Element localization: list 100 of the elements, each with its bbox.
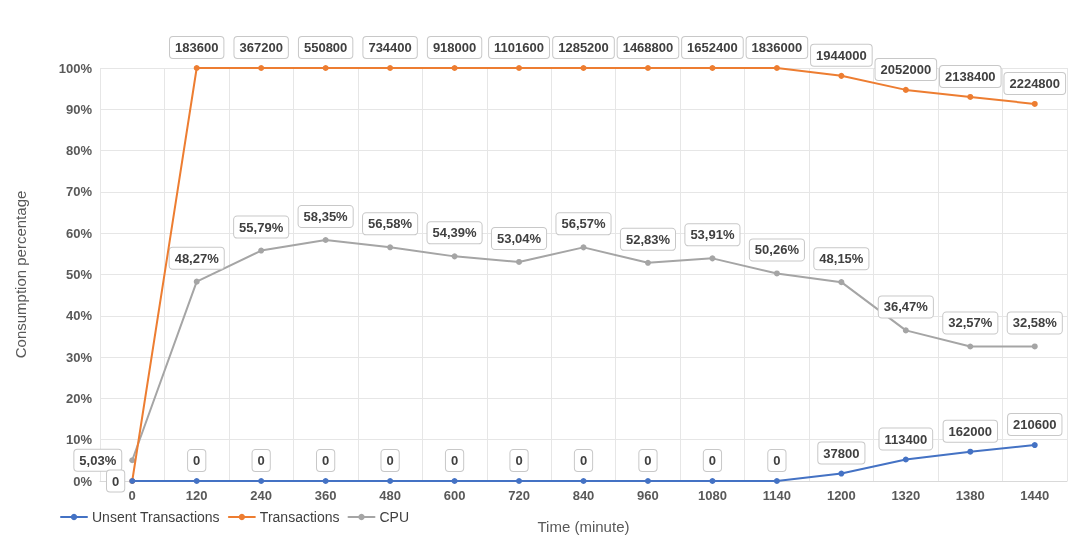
annotation: 2138400 (944, 68, 996, 84)
legend-label: Transactions (259, 509, 340, 525)
annotation: 183600 (175, 40, 219, 55)
point (644, 65, 651, 71)
annotation: 2052000 (880, 61, 932, 77)
point (773, 270, 780, 277)
point (580, 65, 587, 71)
point (322, 65, 329, 71)
annotation: 734400 (368, 40, 412, 55)
point (322, 237, 329, 244)
annotation: 1101600 (494, 40, 544, 55)
point (838, 470, 845, 477)
point (258, 247, 265, 254)
point (644, 478, 651, 484)
point (709, 65, 716, 71)
point (967, 448, 974, 455)
data-label: 52,83% (625, 231, 671, 247)
data-label: 48,15% (819, 251, 864, 267)
point (193, 478, 200, 484)
point (838, 279, 845, 286)
annotation: 550800 (303, 40, 348, 55)
x-tick-label: 960 (637, 488, 659, 503)
annotation: 0 (644, 453, 652, 468)
point (773, 65, 780, 71)
point (967, 93, 974, 100)
y-tick-label: 30% (65, 349, 93, 365)
annotation: 113400 (884, 431, 928, 447)
y-tick-label: 100% (58, 60, 93, 76)
annotation: 0 (112, 473, 120, 489)
annotation: 0 (322, 453, 330, 468)
point (193, 278, 200, 285)
point (1031, 442, 1038, 449)
point (580, 478, 587, 484)
x-tick-label: 1200 (826, 488, 856, 503)
data-label: 53,91% (690, 227, 735, 243)
y-tick-label: 10% (65, 432, 93, 448)
annotation: 0 (450, 453, 459, 468)
point (709, 478, 716, 484)
point (838, 72, 845, 79)
point (1031, 100, 1038, 107)
data-label: 56,57% (561, 216, 606, 232)
annotation: 0 (773, 453, 781, 468)
data-label: 32,58% (1012, 315, 1058, 331)
annotation: 0 (386, 453, 394, 468)
annotation: 1944000 (816, 47, 867, 63)
y-tick-label: 0% (73, 473, 93, 489)
annotation: 0 (257, 453, 265, 468)
annotation: 0 (515, 453, 523, 468)
point (644, 259, 651, 266)
point (516, 258, 523, 265)
data-label: 53,04% (496, 230, 542, 246)
data-label: 54,39% (432, 225, 478, 241)
x-tick-label: 0 (128, 488, 136, 503)
x-tick-label: 1140 (762, 488, 791, 503)
annotation: 1836000 (751, 40, 803, 55)
point (902, 86, 909, 93)
point (709, 255, 716, 262)
point (322, 478, 329, 484)
point (516, 478, 523, 484)
legend-label: CPU (379, 509, 410, 525)
point (387, 244, 394, 251)
point (902, 327, 909, 334)
data-label: 50,26% (754, 242, 800, 258)
x-tick-label: 120 (185, 488, 208, 503)
y-tick-label: 40% (65, 308, 93, 324)
annotation: 1285200 (558, 40, 609, 55)
point (258, 478, 265, 484)
x-tick-label: 720 (508, 488, 530, 503)
annotation: 1652400 (687, 40, 738, 55)
point (516, 65, 523, 71)
annotation: 2224800 (1009, 75, 1061, 91)
y-tick-label: 20% (65, 390, 93, 406)
x-tick-label: 1320 (891, 488, 921, 503)
x-tick-label: 1440 (1020, 488, 1050, 503)
point (773, 478, 780, 484)
x-tick-label: 840 (572, 488, 595, 503)
data-label: 56,58% (368, 216, 413, 232)
point (451, 253, 458, 260)
y-tick-label: 70% (65, 184, 93, 200)
annotation: 162000 (948, 423, 992, 439)
x-tick-label: 240 (250, 488, 273, 503)
point (129, 457, 136, 464)
point (1031, 343, 1038, 350)
annotation: 0 (579, 453, 588, 468)
annotation: 1468800 (622, 40, 674, 55)
x-tick-label: 1380 (955, 488, 985, 503)
point (193, 65, 200, 71)
data-label: 58,35% (303, 209, 349, 225)
legend-label: Unsent Transactions (92, 509, 220, 525)
x-tick-label: 480 (379, 488, 401, 503)
point (902, 456, 909, 463)
point (451, 478, 458, 484)
y-tick-label: 50% (65, 267, 93, 282)
annotation: 367200 (239, 40, 283, 55)
annotation: 0 (193, 453, 201, 468)
x-tick-label: 1080 (697, 488, 727, 503)
y-axis-title: Consumption percentage (12, 190, 29, 359)
annotation: 37800 (823, 445, 860, 461)
data-label: 36,47% (883, 299, 929, 315)
x-axis-title: Time (minute) (537, 518, 630, 535)
